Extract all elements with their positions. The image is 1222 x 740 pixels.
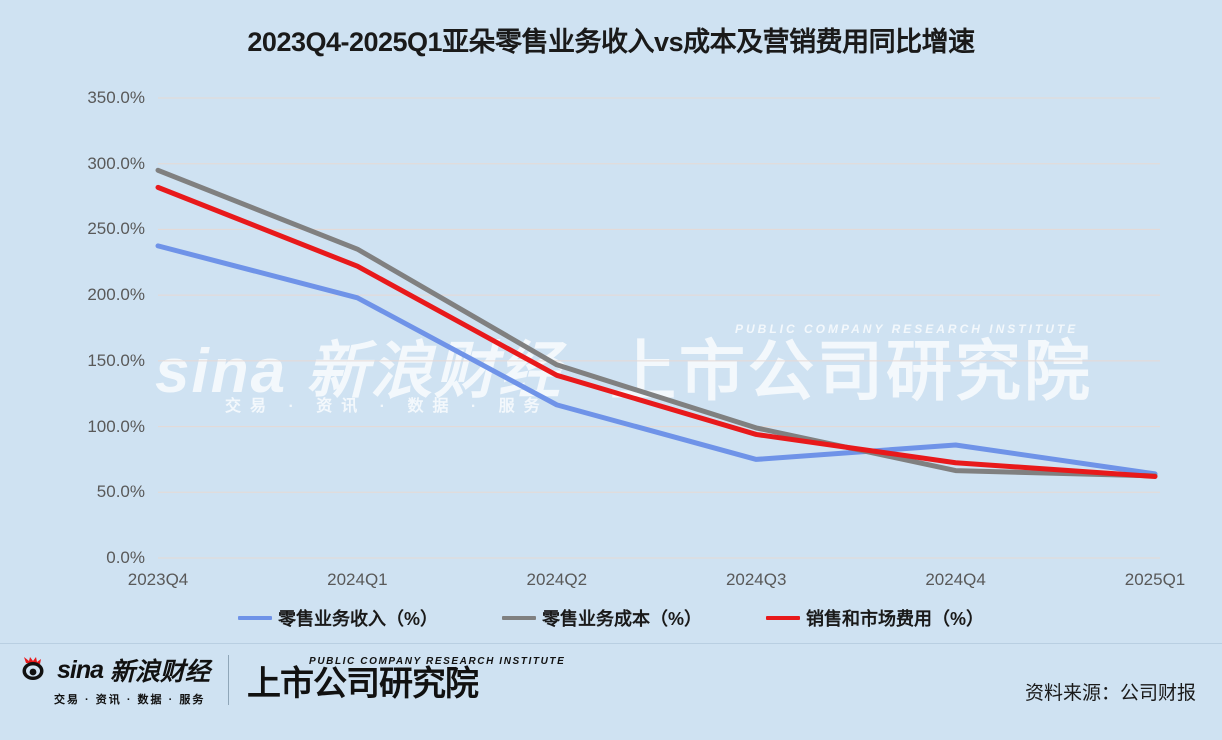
sina-logo: sina 新浪财经 交易 · 资讯 · 数据 · 服务 <box>22 652 210 707</box>
sina-eye-icon <box>22 657 50 683</box>
series-line <box>155 184 1158 480</box>
y-tick-label: 0.0% <box>106 548 145 567</box>
x-tick-label: 2025Q1 <box>1124 570 1186 589</box>
x-tick-label: 2024Q3 <box>725 570 787 589</box>
legend-color-swatch <box>766 616 800 620</box>
legend-item[interactable]: 销售和市场费用（%） <box>766 605 984 631</box>
legend-label: 零售业务成本（%） <box>541 609 702 629</box>
legend-color-swatch <box>501 616 536 620</box>
pcri-logo: PUBLIC COMPANY RESEARCH INSTITUTE 上市公司研究… <box>247 656 565 703</box>
legend-color-swatch <box>237 616 272 620</box>
y-tick-label: 350.0% <box>87 88 145 107</box>
legend-item[interactable]: 零售业务收入（%） <box>237 605 438 631</box>
y-tick-label: 250.0% <box>87 219 145 239</box>
page-title: 2023Q4-2025Q1亚朵零售业务收入vs成本及营销费用同比增速 <box>247 27 975 57</box>
x-tick-label: 2023Q4 <box>127 570 189 589</box>
series-line <box>155 167 1158 479</box>
sina-logo-row: sina 新浪财经 <box>22 652 210 688</box>
y-axis: 0.0% 50.0% 100.0% 150.0% 200.0% 250.0% 300.0% 3… <box>45 0 145 640</box>
source-note: 资料来源：公司财报 <box>1024 683 1196 704</box>
x-tick-label: 2024Q2 <box>526 570 588 589</box>
pcri-chinese-name: 上市公司研究院 <box>247 665 479 704</box>
x-tick-label: 2024Q4 <box>925 570 986 589</box>
chart-legend: 零售业务收入（%） 零售业务成本（%） 销售和市场费用（%） <box>0 605 1222 631</box>
gridlines <box>158 97 1160 559</box>
chart-plot-area: sina 新浪财经 交易 · 资讯 · 数据 · 服务 PUBLIC COMPA… <box>0 0 1222 640</box>
sina-tagline: 交易 · 资讯 · 数据 · 服务 <box>54 694 206 706</box>
line-chart-svg <box>155 97 1160 559</box>
pcri-english-name: PUBLIC COMPANY RESEARCH INSTITUTE <box>309 656 566 668</box>
y-tick-label: 50.0% <box>96 482 145 502</box>
legend-item[interactable]: 零售业务成本（%） <box>501 605 702 631</box>
series-line <box>155 243 1158 477</box>
sina-wordmark: sina <box>57 655 104 684</box>
legend-label: 零售业务收入（%） <box>277 609 438 629</box>
x-axis: 2023Q4 2024Q1 2024Q2 2024Q3 2024Q4 2025Q1 <box>0 570 1222 600</box>
y-tick-label: 100.0% <box>87 416 145 436</box>
footer-branding: sina 新浪财经 交易 · 资讯 · 数据 · 服务 PUBLIC COMPA… <box>22 652 565 707</box>
legend-label: 销售和市场费用（%） <box>806 609 985 629</box>
x-tick-label: 2024Q1 <box>327 570 388 589</box>
y-tick-label: 150.0% <box>87 350 145 370</box>
footer-divider <box>228 654 230 705</box>
series-lines <box>155 167 1158 480</box>
y-tick-label: 200.0% <box>87 285 145 305</box>
footer: sina 新浪财经 交易 · 资讯 · 数据 · 服务 PUBLIC COMPA… <box>0 643 1222 740</box>
sina-chinese-name: 新浪财经 <box>110 658 211 686</box>
y-tick-label: 300.0% <box>87 153 145 173</box>
